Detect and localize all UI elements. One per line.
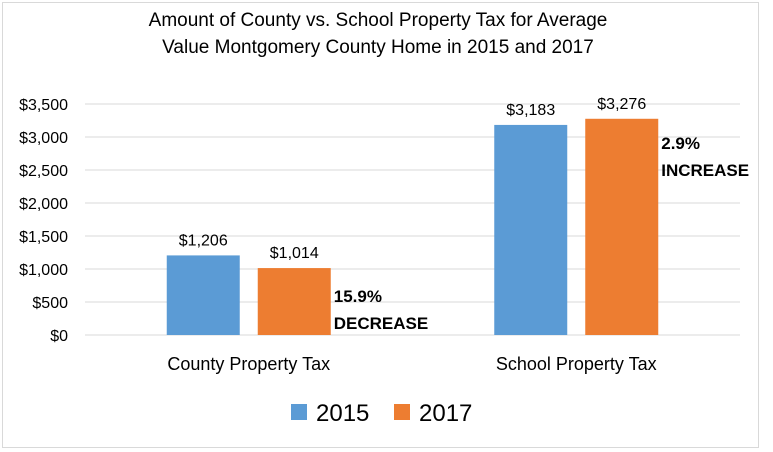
annotations: 15.9% DECREASE 2.9% INCREASE [334, 134, 749, 333]
chart-title-line-1: Amount of County vs. School Property Tax… [149, 10, 608, 31]
legend: 2015 2017 [291, 400, 472, 427]
data-label: $3,276 [597, 96, 646, 113]
y-tick-label: $1,500 [19, 229, 68, 246]
y-tick-label: $0 [50, 328, 68, 345]
legend-label-2017: 2017 [419, 400, 472, 427]
annotation-text: 15.9% [334, 287, 382, 306]
x-axis-categories: County Property Tax School Property Tax [167, 354, 656, 374]
y-axis-ticks: $0 $500 $1,000 $1,500 $2,000 $2,500 $3,000 $3,5… [19, 97, 68, 345]
x-category-label: School Property Tax [496, 354, 657, 374]
data-labels: $1,206 $1,014 $3,183 $3,276 [179, 96, 647, 262]
data-label: $1,206 [179, 232, 228, 249]
legend-label-2015: 2015 [316, 400, 369, 427]
annotation-text: DECREASE [334, 314, 428, 333]
annotation-text: INCREASE [661, 161, 749, 180]
y-tick-label: $2,500 [19, 163, 68, 180]
bar-2017-0 [257, 268, 331, 335]
y-tick-label: $3,000 [19, 130, 68, 147]
y-tick-label: $1,000 [19, 262, 68, 279]
y-tick-label: $2,000 [19, 196, 68, 213]
bar-2015-0 [166, 255, 240, 335]
bar-2015-1 [494, 124, 568, 335]
chart-title-line-2: Value Montgomery County Home in 2015 and… [162, 37, 594, 58]
y-tick-label: $500 [32, 295, 68, 312]
bar-2017-1 [585, 118, 659, 335]
bars [166, 118, 659, 335]
x-category-label: County Property Tax [167, 354, 330, 374]
legend-swatch-2017 [394, 404, 410, 420]
data-label: $1,014 [270, 245, 319, 262]
legend-swatch-2015 [291, 404, 307, 420]
y-tick-label: $3,500 [19, 97, 68, 114]
data-label: $3,183 [506, 102, 555, 119]
annotation-text: 2.9% [661, 134, 700, 153]
